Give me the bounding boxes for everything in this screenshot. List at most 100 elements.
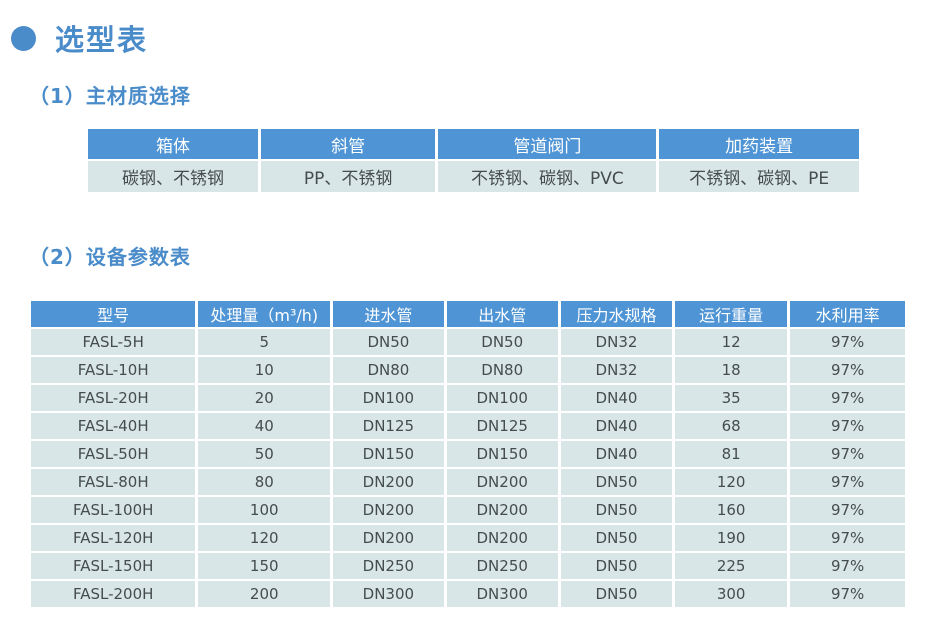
table-row: FASL-80H 80 DN200 DN200 DN50 120 97% <box>31 469 905 495</box>
table-cell: 97% <box>790 581 905 607</box>
table-cell: FASL-80H <box>31 469 196 495</box>
table-cell: 68 <box>675 413 788 439</box>
table-cell: 200 <box>198 581 331 607</box>
column-header: 运行重量 <box>675 301 788 327</box>
table-cell: DN50 <box>560 497 673 523</box>
table-cell: DN125 <box>446 413 558 439</box>
table-header-row: 型号 处理量（m³/h) 进水管 出水管 压力水规格 运行重量 水利用率 <box>31 301 905 327</box>
table-row: FASL-20H 20 DN100 DN100 DN40 35 97% <box>31 385 905 411</box>
section-heading-material: （1）主材质选择 <box>29 84 191 108</box>
column-header: 压力水规格 <box>560 301 673 327</box>
column-header: 处理量（m³/h) <box>198 301 331 327</box>
column-header: 箱体 <box>88 129 258 159</box>
table-cell: 97% <box>790 441 905 467</box>
table-cell: 120 <box>198 525 331 551</box>
table-cell: FASL-5H <box>31 329 196 355</box>
table-cell: 97% <box>790 413 905 439</box>
table-cell: DN50 <box>560 581 673 607</box>
table-cell: DN200 <box>333 497 444 523</box>
table-cell: DN32 <box>560 329 673 355</box>
table-cell: DN80 <box>333 357 444 383</box>
table-cell: 碳钢、不锈钢 <box>88 161 258 192</box>
table-cell: DN200 <box>446 497 558 523</box>
table-cell: DN80 <box>446 357 558 383</box>
column-header: 出水管 <box>446 301 558 327</box>
table-cell: 97% <box>790 469 905 495</box>
table-cell: DN50 <box>333 329 444 355</box>
table-header-row: 箱体 斜管 管道阀门 加药装置 <box>88 129 859 159</box>
table-cell: 120 <box>675 469 788 495</box>
table-cell: 225 <box>675 553 788 579</box>
table-cell: 97% <box>790 497 905 523</box>
column-header: 型号 <box>31 301 196 327</box>
table-cell: 97% <box>790 553 905 579</box>
table-cell: 97% <box>790 329 905 355</box>
table-cell: 160 <box>675 497 788 523</box>
table-cell: FASL-50H <box>31 441 196 467</box>
table-cell: FASL-150H <box>31 553 196 579</box>
column-header: 进水管 <box>333 301 444 327</box>
table-cell: DN50 <box>446 329 558 355</box>
table-cell: 97% <box>790 525 905 551</box>
table-cell: 不锈钢、碳钢、PE <box>659 161 859 192</box>
table-cell: DN40 <box>560 441 673 467</box>
circle-bullet-icon <box>11 25 36 51</box>
table-cell: DN50 <box>560 469 673 495</box>
table-cell: DN200 <box>333 469 444 495</box>
table-row: FASL-120H 120 DN200 DN200 DN50 190 97% <box>31 525 905 551</box>
table-cell: DN50 <box>560 553 673 579</box>
table-row: FASL-5H 5 DN50 DN50 DN32 12 97% <box>31 329 905 355</box>
table-cell: DN200 <box>446 525 558 551</box>
table-cell: DN32 <box>560 357 673 383</box>
table-cell: 50 <box>198 441 331 467</box>
table-cell: 不锈钢、碳钢、PVC <box>438 161 657 192</box>
table-cell: DN250 <box>333 553 444 579</box>
table-cell: FASL-40H <box>31 413 196 439</box>
page-title-text: 选型表 <box>55 23 149 57</box>
table-cell: DN300 <box>446 581 558 607</box>
table-row: FASL-10H 10 DN80 DN80 DN32 18 97% <box>31 357 905 383</box>
table-cell: 100 <box>198 497 331 523</box>
column-header: 加药装置 <box>659 129 859 159</box>
table-cell: 190 <box>675 525 788 551</box>
table-cell: 35 <box>675 385 788 411</box>
table-cell: 10 <box>198 357 331 383</box>
table-cell: 12 <box>675 329 788 355</box>
table-row: 碳钢、不锈钢 PP、不锈钢 不锈钢、碳钢、PVC 不锈钢、碳钢、PE <box>88 161 859 192</box>
table-row: FASL-150H 150 DN250 DN250 DN50 225 97% <box>31 553 905 579</box>
table-cell: DN250 <box>446 553 558 579</box>
table-cell: 300 <box>675 581 788 607</box>
page-title: 选型表 <box>11 0 929 59</box>
table-cell: FASL-10H <box>31 357 196 383</box>
table-cell: 18 <box>675 357 788 383</box>
table-cell: DN100 <box>446 385 558 411</box>
table-row: FASL-50H 50 DN150 DN150 DN40 81 97% <box>31 441 905 467</box>
table-cell: 40 <box>198 413 331 439</box>
table-cell: DN150 <box>446 441 558 467</box>
column-header: 管道阀门 <box>438 129 657 159</box>
table-row: FASL-200H 200 DN300 DN300 DN50 300 97% <box>31 581 905 607</box>
column-header: 水利用率 <box>790 301 905 327</box>
table-cell: DN150 <box>333 441 444 467</box>
table-cell: PP、不锈钢 <box>260 161 436 192</box>
table-cell: DN40 <box>560 385 673 411</box>
section-heading-params: （2）设备参数表 <box>29 245 191 269</box>
table-cell: 80 <box>198 469 331 495</box>
table-cell: DN125 <box>333 413 444 439</box>
table-cell: DN200 <box>446 469 558 495</box>
table-cell: FASL-100H <box>31 497 196 523</box>
table-cell: DN50 <box>560 525 673 551</box>
equipment-params-table: 型号 处理量（m³/h) 进水管 出水管 压力水规格 运行重量 水利用率 FASL-5H 5 DN… <box>28 299 908 609</box>
table-cell: DN200 <box>333 525 444 551</box>
table-cell: 20 <box>198 385 331 411</box>
table-cell: FASL-20H <box>31 385 196 411</box>
table-cell: DN40 <box>560 413 673 439</box>
table-cell: 97% <box>790 385 905 411</box>
table-cell: 81 <box>675 441 788 467</box>
table-row: FASL-100H 100 DN200 DN200 DN50 160 97% <box>31 497 905 523</box>
table-cell: FASL-120H <box>31 525 196 551</box>
table-cell: DN100 <box>333 385 444 411</box>
table-cell: 150 <box>198 553 331 579</box>
table-cell: 5 <box>198 329 331 355</box>
column-header: 斜管 <box>260 129 436 159</box>
